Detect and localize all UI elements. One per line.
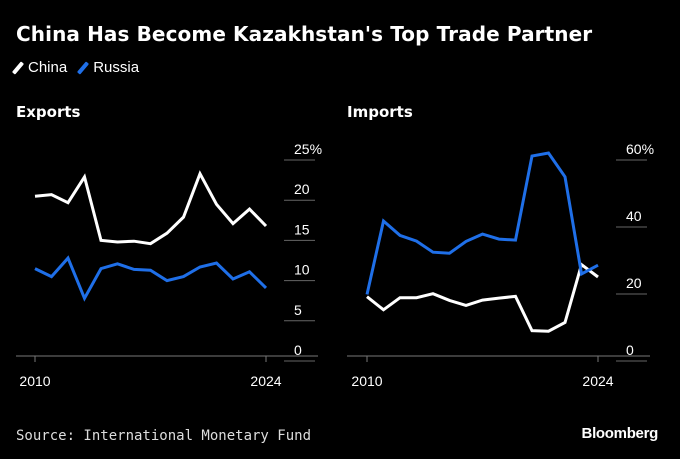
exports-line-china <box>34 170 268 246</box>
imports-xtick-label-0: 2010 <box>351 373 382 389</box>
exports-ytick-label-0: 25% <box>294 141 322 157</box>
imports-ytick-label-1: 40 <box>626 208 642 224</box>
imports-ytick-label-0: 60% <box>626 141 654 157</box>
source-note: Source: International Monetary Fund <box>16 428 312 444</box>
exports-ytick-label-5: 0 <box>294 342 302 358</box>
exports-xtick-label-1: 2024 <box>250 373 281 389</box>
exports-ytick-label-3: 10 <box>294 262 310 278</box>
exports-line-russia <box>34 255 268 302</box>
imports-panel-title: Imports <box>347 103 413 121</box>
exports-ytick-label-2: 15 <box>294 221 310 237</box>
imports-line-china <box>366 262 599 333</box>
imports-ytick-label-3: 0 <box>626 342 634 358</box>
imports-xtick-label-1: 2024 <box>582 373 613 389</box>
bloomberg-logo: Bloomberg <box>581 425 659 442</box>
exports-ytick-label-1: 20 <box>294 181 310 197</box>
exports-xtick-label-0: 2010 <box>19 373 50 389</box>
legend: China Russia <box>11 59 153 76</box>
legend-item-china: China <box>11 59 68 76</box>
exports-ytick-label-4: 5 <box>294 302 302 318</box>
legend-label-russia: Russia <box>93 59 140 76</box>
legend-item-russia: Russia <box>77 59 140 76</box>
imports-line-russia <box>365 151 599 295</box>
legend-label-china: China <box>28 59 68 76</box>
chart-title: China Has Become Kazakhstan's Top Trade … <box>16 22 593 46</box>
imports-ytick-label-2: 20 <box>626 275 642 291</box>
exports-panel-title: Exports <box>16 103 81 121</box>
